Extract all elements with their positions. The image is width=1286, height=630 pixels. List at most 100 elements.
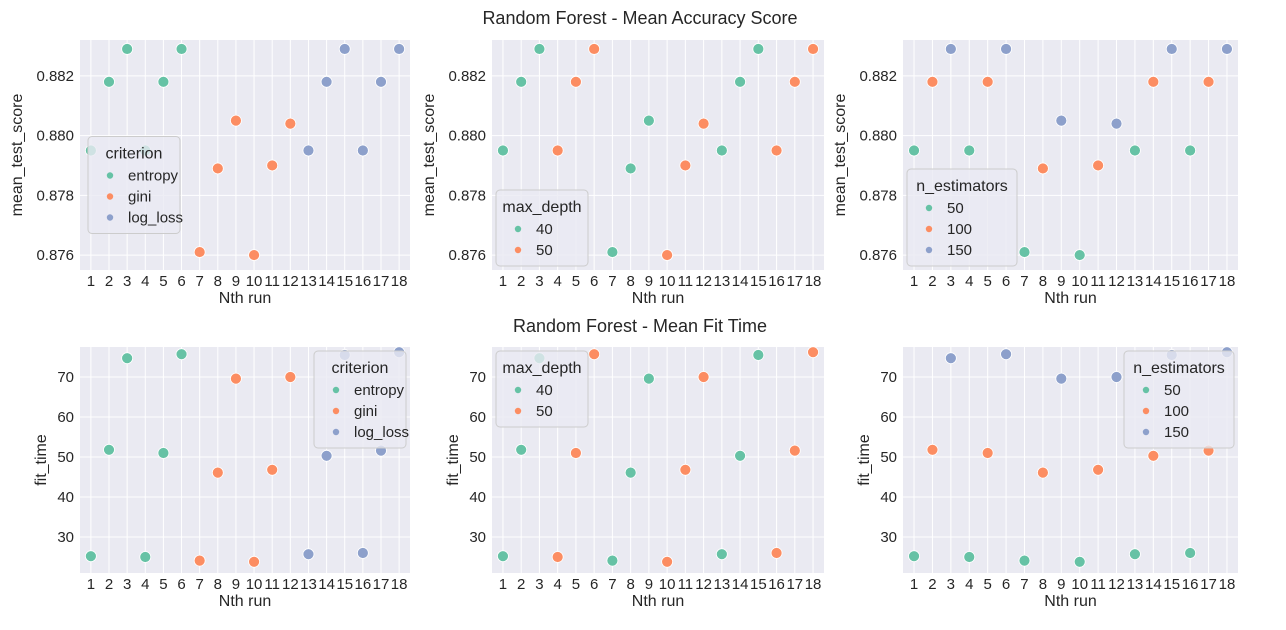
data-point-n_estimators-100 xyxy=(926,75,939,88)
y-tick-label: 50 xyxy=(880,449,897,466)
data-point-criterion-gini xyxy=(193,554,206,567)
y-tick-label: 0.882 xyxy=(859,68,897,85)
x-tick-label: 3 xyxy=(535,273,543,290)
data-point-max_depth-40 xyxy=(533,43,546,55)
legend-box xyxy=(1123,350,1235,449)
legend-entry-label: 150 xyxy=(1164,424,1189,441)
legend-entry-label: 40 xyxy=(536,221,553,238)
data-point-n_estimators-50 xyxy=(1073,555,1086,568)
data-point-max_depth-50 xyxy=(788,75,801,88)
x-tick-label: 17 xyxy=(1200,273,1217,290)
x-tick-label: 1 xyxy=(499,576,507,593)
chart-panel-mean_test_score-by-max_depth: 1 2 3 4 5 6 7 8 9 10 11 12 13 14 15 16 17 180.8760.8780.8… xyxy=(421,40,824,307)
x-tick-label: 1 xyxy=(87,576,95,593)
x-tick-label: 9 xyxy=(232,273,240,290)
x-tick-label: 17 xyxy=(786,273,803,290)
y-tick-label: 0.882 xyxy=(36,68,74,85)
legend-entry-label: log_loss xyxy=(354,424,409,441)
x-tick-label: 5 xyxy=(572,273,580,290)
data-point-criterion-gini xyxy=(248,555,260,568)
y-tick-label: 0.880 xyxy=(448,128,486,145)
data-point-criterion-log_loss xyxy=(356,547,369,559)
y-tick-label: 40 xyxy=(880,489,897,506)
y-tick-label: 60 xyxy=(57,409,74,426)
x-tick-label: 11 xyxy=(1090,576,1106,593)
data-point-criterion-gini xyxy=(248,249,260,261)
legend-entry-label: gini xyxy=(128,189,151,206)
data-point-n_estimators-100 xyxy=(1036,466,1049,479)
legend-marker xyxy=(1142,386,1150,394)
data-point-n_estimators-50 xyxy=(1018,554,1031,567)
legend-title: max_depth xyxy=(502,360,581,377)
x-tick-label: 15 xyxy=(750,576,767,593)
data-point-max_depth-40 xyxy=(715,548,728,561)
data-point-criterion-entropy xyxy=(121,352,134,365)
x-tick-label: 12 xyxy=(1108,273,1125,290)
data-point-n_estimators-50 xyxy=(1129,144,1141,157)
data-point-n_estimators-150 xyxy=(1110,371,1123,383)
x-tick-label: 8 xyxy=(214,576,222,593)
data-point-max_depth-40 xyxy=(515,75,528,88)
x-tick-label: 2 xyxy=(517,576,525,593)
x-tick-label: 7 xyxy=(608,273,616,290)
data-point-n_estimators-100 xyxy=(1092,159,1105,172)
x-tick-label: 8 xyxy=(626,273,634,290)
data-point-max_depth-50 xyxy=(570,447,582,459)
data-point-criterion-log_loss xyxy=(393,43,406,55)
x-tick-label: 8 xyxy=(214,273,222,290)
data-point-criterion-log_loss xyxy=(338,43,351,55)
x-tick-label: 13 xyxy=(714,273,731,290)
data-point-n_estimators-100 xyxy=(981,447,994,459)
legend-marker xyxy=(925,204,933,212)
data-point-criterion-log_loss xyxy=(320,75,333,88)
data-point-max_depth-40 xyxy=(752,43,765,55)
legend-title: n_estimators xyxy=(916,178,1008,195)
x-tick-label: 13 xyxy=(714,576,731,593)
x-axis-label: Nth run xyxy=(632,290,684,307)
data-point-max_depth-50 xyxy=(661,555,674,568)
x-tick-label: 4 xyxy=(553,576,561,593)
data-point-criterion-gini xyxy=(211,466,224,479)
x-axis-label: Nth run xyxy=(219,290,271,307)
legend-marker xyxy=(514,246,522,254)
legend-title: criterion xyxy=(332,360,389,377)
legend-title: n_estimators xyxy=(1133,360,1225,377)
y-tick-label: 0.876 xyxy=(448,247,486,264)
y-tick-label: 30 xyxy=(469,529,486,546)
legend-marker xyxy=(332,428,340,436)
legend-marker xyxy=(514,225,522,233)
data-point-n_estimators-50 xyxy=(1184,144,1197,157)
data-point-max_depth-50 xyxy=(770,547,783,559)
data-point-n_estimators-50 xyxy=(1184,547,1197,559)
data-point-max_depth-40 xyxy=(606,246,619,258)
legend-title: max_depth xyxy=(502,199,581,216)
x-tick-label: 2 xyxy=(105,576,113,593)
x-tick-label: 18 xyxy=(391,576,408,593)
x-tick-label: 12 xyxy=(282,273,299,290)
suptitle-fit-time: Random Forest - Mean Fit Time xyxy=(513,316,767,336)
data-point-max_depth-50 xyxy=(788,444,801,457)
y-tick-label: 0.878 xyxy=(448,187,486,204)
data-point-max_depth-40 xyxy=(752,349,765,361)
data-point-criterion-entropy xyxy=(103,75,115,88)
data-point-max_depth-40 xyxy=(606,554,619,567)
x-tick-label: 4 xyxy=(965,576,973,593)
legend-marker xyxy=(106,193,114,200)
data-point-max_depth-40 xyxy=(497,550,509,563)
x-tick-label: 3 xyxy=(123,273,131,290)
x-tick-label: 8 xyxy=(1039,576,1047,593)
x-tick-label: 17 xyxy=(373,273,390,290)
legend-box xyxy=(313,350,407,449)
data-point-max_depth-40 xyxy=(734,75,746,88)
data-point-criterion-gini xyxy=(193,246,206,258)
legend-entry-label: entropy xyxy=(354,382,405,399)
x-tick-label: 2 xyxy=(928,273,936,290)
x-tick-label: 9 xyxy=(645,273,653,290)
data-point-n_estimators-150 xyxy=(1110,117,1123,130)
y-tick-label: 0.876 xyxy=(859,247,897,264)
data-point-max_depth-40 xyxy=(497,144,509,157)
data-point-n_estimators-50 xyxy=(1073,249,1086,261)
data-point-n_estimators-50 xyxy=(963,144,976,157)
y-tick-label: 70 xyxy=(880,369,897,386)
data-point-max_depth-50 xyxy=(679,159,692,172)
